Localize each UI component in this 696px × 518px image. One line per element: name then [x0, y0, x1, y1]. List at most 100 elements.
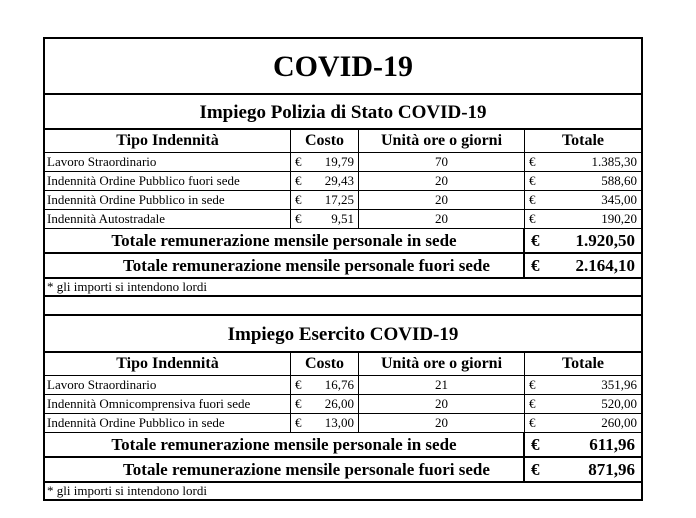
column-header-unita: Unità ore o giorni: [359, 130, 525, 152]
table-row: Lavoro Straordinario €19,79 70 €1.385,30: [45, 153, 641, 172]
total-label: Totale remunerazione mensile personale f…: [45, 254, 525, 277]
total-value: 871,96: [588, 460, 635, 479]
footnote: * gli importi si intendono lordi: [47, 483, 207, 498]
totale-cell: €588,60: [525, 172, 641, 190]
tipo-cell: Indennità Omnicomprensiva fuori sede: [45, 395, 291, 413]
totale-value: 345,00: [601, 192, 637, 207]
euro-sign: €: [529, 192, 536, 207]
totale-cell: €1.385,30: [525, 153, 641, 171]
column-header-tipo: Tipo Indennità: [45, 353, 291, 375]
table-row: Indennità Autostradale €9,51 20 €190,20: [45, 210, 641, 229]
euro-sign: €: [295, 173, 302, 188]
euro-sign: €: [531, 460, 540, 479]
costo-cell: €16,76: [291, 376, 359, 394]
totale-value: 351,96: [601, 377, 637, 392]
table-row: Indennità Ordine Pubblico in sede €13,00…: [45, 414, 641, 433]
total-value: 611,96: [589, 435, 635, 454]
column-header-costo: Costo: [291, 130, 359, 152]
costo-cell: €19,79: [291, 153, 359, 171]
column-header-row: Tipo Indennità Costo Unità ore o giorni Tot…: [45, 130, 641, 153]
column-header-tipo: Tipo Indennità: [45, 130, 291, 152]
total-amount: €871,96: [525, 458, 641, 481]
euro-sign: €: [295, 211, 302, 226]
euro-sign: €: [531, 256, 540, 275]
euro-sign: €: [529, 377, 536, 392]
table-row: Indennità Ordine Pubblico in sede €17,25…: [45, 191, 641, 210]
costo-value: 16,76: [324, 377, 354, 392]
costo-cell: €13,00: [291, 414, 359, 432]
document-title: COVID-19: [45, 39, 641, 95]
tipo-cell: Indennità Autostradale: [45, 210, 291, 228]
table-row: Lavoro Straordinario €16,76 21 €351,96: [45, 376, 641, 395]
euro-sign: €: [529, 154, 536, 169]
column-header-row: Tipo Indennità Costo Unità ore o giorni Tot…: [45, 353, 641, 376]
unita-cell: 21: [359, 376, 525, 394]
totale-value: 520,00: [601, 396, 637, 411]
column-header-costo: Costo: [291, 353, 359, 375]
costo-value: 26,00: [324, 396, 354, 411]
euro-sign: €: [295, 396, 302, 411]
costo-value: 13,00: [324, 415, 354, 430]
totale-cell: €190,20: [525, 210, 641, 228]
costo-cell: €26,00: [291, 395, 359, 413]
sections: Impiego Polizia di Stato COVID-19 Tipo In…: [45, 95, 641, 499]
column-header-unita: Unità ore o giorni: [359, 353, 525, 375]
spacer-row: [45, 297, 641, 316]
euro-sign: €: [295, 377, 302, 392]
euro-sign: €: [529, 415, 536, 430]
unita-cell: 20: [359, 210, 525, 228]
column-header-totale: Totale: [561, 355, 605, 372]
totale-value: 588,60: [601, 173, 637, 188]
tipo-cell: Lavoro Straordinario: [45, 153, 291, 171]
tipo-cell: Indennità Ordine Pubblico in sede: [45, 191, 291, 209]
total-label: Totale remunerazione mensile personale i…: [45, 433, 525, 456]
total-amount: €1.920,50: [525, 229, 641, 252]
costo-value: 9,51: [331, 211, 354, 226]
unita-cell: 20: [359, 414, 525, 432]
total-row: Totale remunerazione mensile personale f…: [45, 458, 641, 483]
costo-value: 19,79: [324, 154, 354, 169]
costo-value: 17,25: [324, 192, 354, 207]
table-row: Indennità Omnicomprensiva fuori sede €26…: [45, 395, 641, 414]
totale-cell: €520,00: [525, 395, 641, 413]
section-heading: Impiego Esercito COVID-19: [45, 316, 641, 353]
section-heading: Impiego Polizia di Stato COVID-19: [45, 95, 641, 130]
euro-sign: €: [295, 415, 302, 430]
totale-value: 260,00: [601, 415, 637, 430]
footnote: * gli importi si intendono lordi: [45, 279, 641, 297]
total-label: Totale remunerazione mensile personale f…: [45, 458, 525, 481]
total-label: Totale remunerazione mensile personale i…: [45, 229, 525, 252]
euro-sign: €: [531, 435, 540, 454]
totale-cell: €260,00: [525, 414, 641, 432]
column-header-totale: Totale: [561, 132, 605, 149]
totale-cell: €345,00: [525, 191, 641, 209]
unita-cell: 70: [359, 153, 525, 171]
total-amount: €611,96: [525, 433, 641, 456]
euro-sign: €: [529, 211, 536, 226]
total-row: Totale remunerazione mensile personale i…: [45, 229, 641, 254]
unita-cell: 20: [359, 395, 525, 413]
table-row: Indennità Ordine Pubblico fuori sede €29…: [45, 172, 641, 191]
total-row: Totale remunerazione mensile personale i…: [45, 433, 641, 458]
tipo-cell: Indennità Ordine Pubblico fuori sede: [45, 172, 291, 190]
totale-value: 1.385,30: [591, 154, 638, 169]
total-row: Totale remunerazione mensile personale f…: [45, 254, 641, 279]
costo-value: 29,43: [324, 173, 354, 188]
euro-sign: €: [295, 192, 302, 207]
costo-cell: €9,51: [291, 210, 359, 228]
totale-value: 190,20: [601, 211, 637, 226]
unita-cell: 20: [359, 191, 525, 209]
tipo-cell: Indennità Ordine Pubblico in sede: [45, 414, 291, 432]
covid-table: COVID-19 Impiego Polizia di Stato COVID-…: [43, 37, 643, 501]
unita-cell: 20: [359, 172, 525, 190]
costo-cell: €17,25: [291, 191, 359, 209]
euro-sign: €: [295, 154, 302, 169]
total-value: 1.920,50: [575, 231, 636, 250]
costo-cell: €29,43: [291, 172, 359, 190]
euro-sign: €: [529, 396, 536, 411]
euro-sign: €: [531, 231, 540, 250]
total-value: 2.164,10: [575, 256, 636, 275]
euro-sign: €: [529, 173, 536, 188]
totale-cell: €351,96: [525, 376, 641, 394]
total-amount: €2.164,10: [525, 254, 641, 277]
